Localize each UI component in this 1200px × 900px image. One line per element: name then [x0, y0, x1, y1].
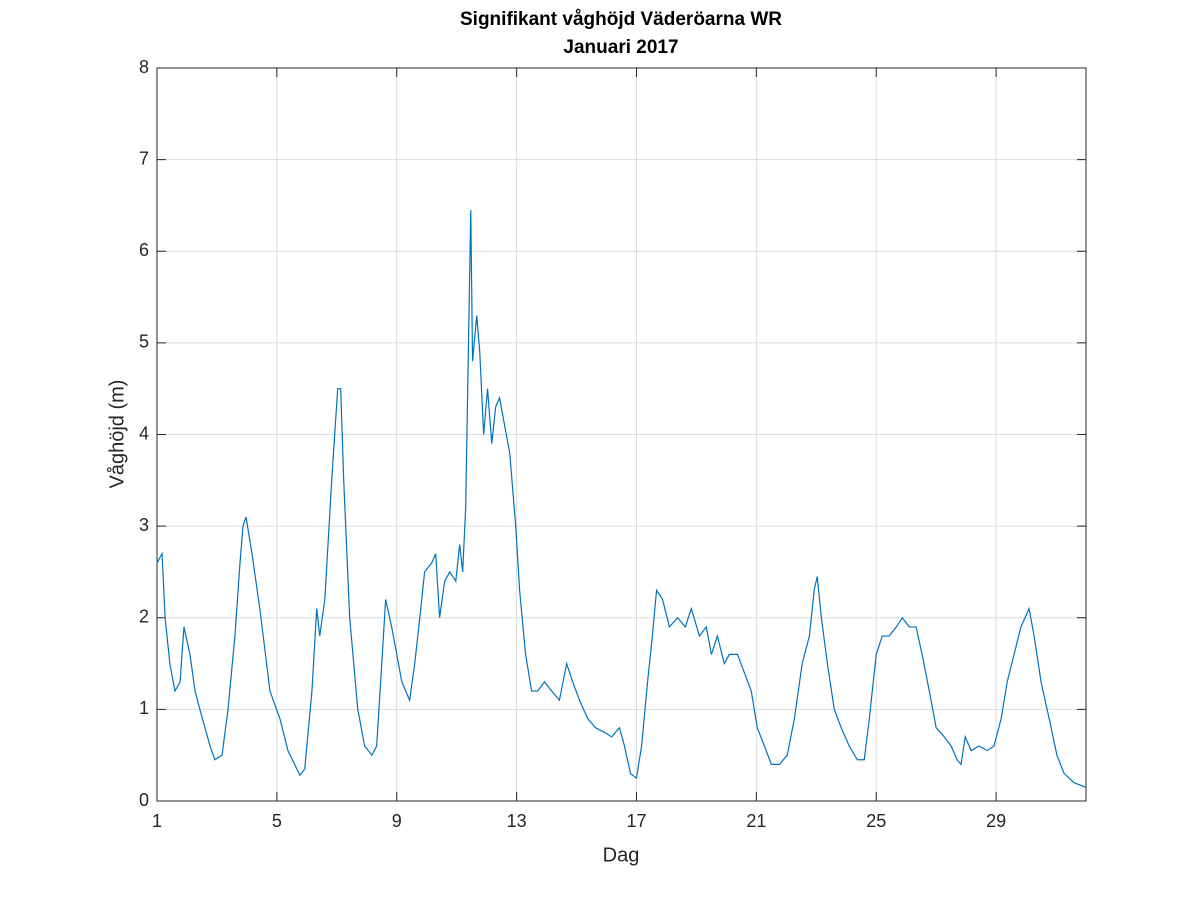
- data-line: [156, 210, 1087, 788]
- x-tick-label: 9: [392, 811, 402, 831]
- y-tick-label: 1: [139, 698, 149, 718]
- y-tick-label: 2: [139, 607, 149, 627]
- x-tick-label: 17: [626, 811, 646, 831]
- x-tick-label: 29: [986, 811, 1006, 831]
- chart-title: Signifikant våghöjd Väderöarna WR: [460, 9, 782, 30]
- chart-subtitle: Januari 2017: [563, 37, 678, 58]
- y-axis-label: Våghöjd (m): [106, 380, 128, 489]
- x-axis-label: Dag: [603, 844, 640, 866]
- y-tick-label: 6: [139, 240, 149, 260]
- x-tick-label: 5: [272, 811, 282, 831]
- plot-frame: [156, 67, 1087, 802]
- y-tick-label: 7: [139, 148, 149, 168]
- x-tick-label: 1: [152, 811, 162, 831]
- y-tick-label: 8: [139, 57, 149, 77]
- x-tick-label: 13: [507, 811, 527, 831]
- x-tick-label: 25: [866, 811, 886, 831]
- x-tick-label: 21: [746, 811, 766, 831]
- y-tick-label: 0: [139, 790, 149, 810]
- y-tick-label: 3: [139, 515, 149, 535]
- y-tick-label: 4: [139, 423, 149, 443]
- y-tick-label: 5: [139, 332, 149, 352]
